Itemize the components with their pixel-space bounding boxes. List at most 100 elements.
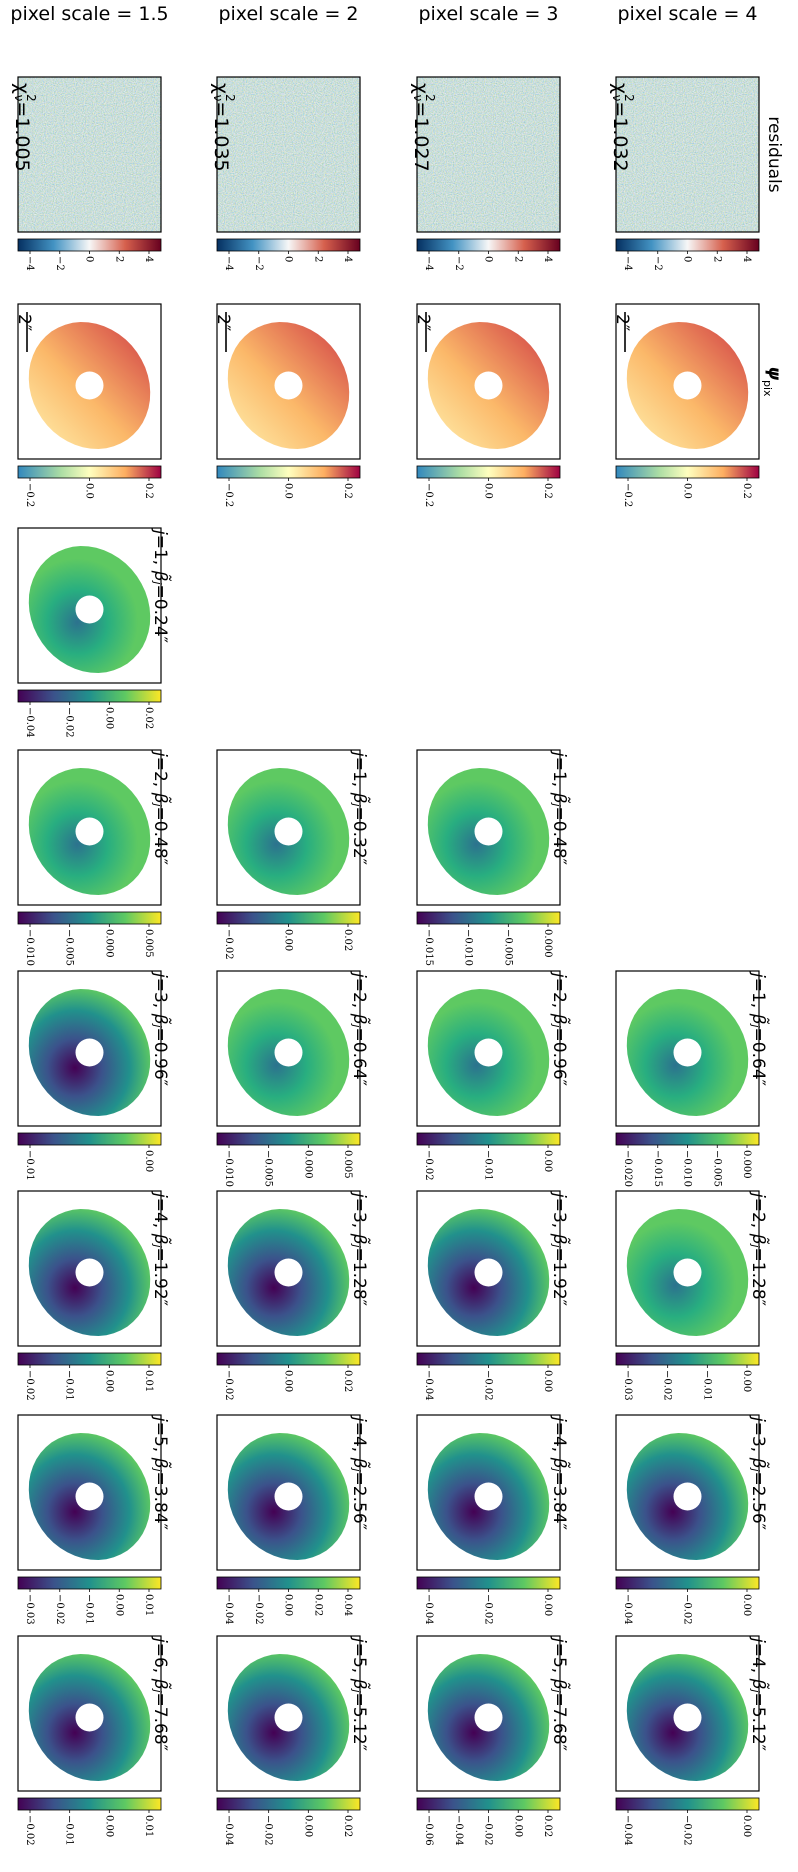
colorbar-tick-label: 0.00 [542,1150,553,1172]
wavelet-map [626,1654,749,1781]
wavelet-label: j=5, β̃j=7.68″ [549,1636,571,1751]
beta-eq: = [150,1472,170,1486]
colorbar-tick-label: −0.02 [483,1370,494,1401]
colorbar [416,1576,561,1590]
wavelet-map [227,1433,350,1560]
beta-value: 0.32″ [349,821,369,865]
chi2-symbol: χ [609,83,631,94]
beta-value: 7.68″ [150,1707,170,1751]
colorbar-tick-label: −0.02 [54,1594,65,1625]
colorbar-tick-label: −0.04 [622,1815,633,1846]
beta-symbol: β̃ [549,1013,571,1025]
beta-eq: = [150,1248,170,1262]
j-value: 5 [549,1657,569,1668]
panel-frame [416,1635,561,1792]
colorbar-tick-label: −0.02 [423,1150,434,1181]
beta-sub: j [151,1687,164,1693]
panel-frame [416,1190,561,1347]
wavelet-map [28,546,151,673]
residual-noise [18,77,161,232]
panel-frame [17,527,162,684]
beta-sub: j [749,1022,762,1028]
colorbar-tick-label: −0.02 [253,1594,264,1625]
beta-eq: = [150,1028,170,1042]
beta-symbol: β̃ [549,792,571,804]
colorbar-tick-label: −0.005 [711,1150,722,1187]
colorbar-tick-label: −0.01 [84,1594,95,1625]
colorbar-tick-label: −0.01 [64,1815,75,1846]
psi-map [227,322,350,449]
panel-frame [416,76,561,233]
psi-map [427,322,550,449]
beta-eq: = [549,1472,569,1486]
beta-symbol: β̃ [748,1233,770,1245]
beta-eq: = [349,1248,369,1262]
label-sep: , [349,782,369,793]
chi2-sub: ν [12,95,26,102]
colorbar-tick-label: −0.04 [423,1594,434,1625]
beta-eq: = [349,807,369,821]
colorbar-tick-label: −0.04 [453,1815,464,1846]
colorbar-tick-label: −0.010 [223,1150,234,1187]
scale-bar-label: 2″ [213,314,233,331]
colorbar [17,911,162,925]
beta-sub: j [749,1242,762,1248]
colorbar-tick-label: 0.02 [143,707,154,729]
wavelet-label: j=1, β̃j=0.32″ [349,750,371,865]
j-value: 4 [349,1436,369,1447]
label-sep: , [748,1668,768,1679]
colorbar-tick-label: 0.01 [143,1370,154,1392]
wavelet-map [427,768,550,895]
colorbar [615,1576,760,1590]
beta-eq: = [549,1248,569,1262]
panel-frame [216,1635,361,1792]
label-sep: , [748,1447,768,1458]
beta-symbol: β̃ [349,1013,371,1025]
colorbar-tick-label: −0.02 [64,707,75,738]
wavelet-map [28,1433,151,1560]
colorbar-tick-label: −0.04 [223,1594,234,1625]
j-value: 1 [150,549,170,560]
chi2-sup: 2 [24,94,38,102]
colorbar-tick-label: −0.02 [662,1370,673,1401]
colorbar [216,1132,361,1146]
beta-sub: j [350,801,363,807]
beta-sub: j [550,801,563,807]
beta-sub: j [749,1687,762,1693]
label-sep: , [349,1223,369,1234]
colorbar-tick-label: −0.2 [223,483,234,507]
colorbar [416,911,561,925]
colorbar-tick-label: 0.02 [542,1815,553,1837]
colorbar [615,1132,760,1146]
j-prefix: j= [150,1636,170,1657]
wavelet-map [427,1654,550,1781]
beta-eq: = [748,1693,768,1707]
j-value: 1 [349,771,369,782]
residual-noise [616,77,759,232]
beta-value: 3.84″ [150,1486,170,1530]
beta-sub: j [550,1022,563,1028]
j-prefix: j= [349,750,369,771]
colorbar-tick-label: 0 [84,256,95,262]
chi2-sup: 2 [423,94,437,102]
beta-eq: = [349,1472,369,1486]
wavelet-label: j=3, β̃j=1.92″ [549,1191,571,1306]
wavelet-map [227,989,350,1116]
colorbar [17,1797,162,1811]
colorbar-tick-label: −0.015 [423,929,434,966]
beta-eq: = [549,1028,569,1042]
colorbar-tick-label: −0.2 [24,483,35,507]
j-value: 4 [549,1436,569,1447]
j-prefix: j= [549,1415,569,1436]
j-value: 5 [150,1436,170,1447]
colorbar [17,238,162,252]
panel-frame [17,76,162,233]
colorbar [17,465,162,479]
colorbar-tick-label: −4 [423,256,434,271]
j-value: 3 [349,1212,369,1223]
j-prefix: j= [549,750,569,771]
colorbar-tick-label: 0.000 [741,1150,752,1179]
colorbar-tick-label: −4 [24,256,35,271]
colorbar-tick-label: 2 [512,256,523,262]
